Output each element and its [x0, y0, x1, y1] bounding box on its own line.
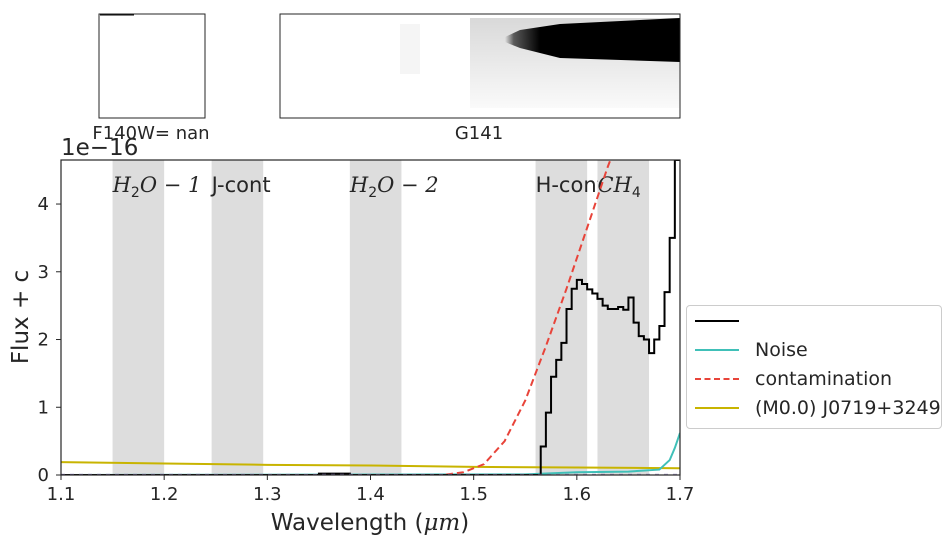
x-tick-label: 1.7	[666, 484, 695, 505]
x-tick-label: 1.6	[563, 484, 592, 505]
y-offset-text: 1e−16	[61, 135, 138, 161]
series-line	[61, 461, 680, 470]
x-axis-label-close: )	[460, 510, 469, 536]
x-axis-label: Wavelength (μm)	[271, 510, 469, 536]
feature-band-label: H2O − 2	[349, 173, 439, 201]
x-axis-ticks: 1.1 1.2 1.3 1.4 1.5 1.6 1.7	[47, 475, 695, 505]
series-line	[61, 160, 612, 475]
feature-band	[349, 160, 402, 475]
direct-image-frame	[98, 13, 206, 119]
grism-spectrum-trace	[505, 18, 680, 62]
y-tick-label: 4	[38, 194, 49, 215]
series-line	[61, 160, 680, 475]
x-axis-label-text: Wavelength (	[271, 510, 424, 536]
x-tick-label: 1.3	[253, 484, 282, 505]
grism-image-frame	[279, 13, 681, 119]
grism-image-label: G141	[455, 123, 503, 144]
legend-label: contamination	[755, 368, 893, 390]
x-tick-label: 1.4	[356, 484, 385, 505]
grism-faint-blob	[400, 24, 420, 74]
series-line	[61, 432, 680, 475]
legend-entry: contamination	[695, 368, 892, 390]
feature-band	[112, 160, 165, 475]
x-tick-label: 1.1	[47, 484, 76, 505]
thumbnail-direct: F140W= nan	[92, 13, 210, 144]
legend-label: Noise	[755, 339, 808, 361]
legend-swatch	[695, 349, 739, 351]
feature-band	[597, 160, 650, 475]
direct-image-label: F140W= nan	[92, 123, 209, 144]
feature-band-label: H-cont	[536, 173, 605, 197]
x-axis-label-unit: μm	[423, 510, 460, 536]
legend-entry	[695, 310, 755, 332]
series-lines	[61, 160, 680, 475]
feature-band-label: H2O − 1	[112, 173, 202, 201]
x-tick-label: 1.2	[150, 484, 179, 505]
y-axis-label: Flux + c	[8, 270, 34, 364]
y-axis-ticks: 0 1 2 3 4	[38, 194, 61, 486]
y-tick-label: 2	[38, 330, 49, 351]
legend-entry: Noise	[695, 339, 808, 361]
y-tick-label: 0	[38, 465, 49, 486]
thumbnail-grism: G141	[279, 13, 681, 144]
legend: Noise contamination (M0.0) J0719+3249	[686, 305, 942, 429]
x-tick-label: 1.5	[459, 484, 488, 505]
legend-swatch	[695, 378, 739, 380]
feature-band	[211, 160, 264, 475]
legend-entry: (M0.0) J0719+3249	[695, 397, 941, 419]
y-tick-label: 1	[38, 397, 49, 418]
feature-band-label: J-cont	[210, 173, 271, 197]
y-tick-label: 3	[38, 262, 49, 283]
legend-label: (M0.0) J0719+3249	[755, 397, 941, 419]
legend-swatch	[695, 407, 739, 409]
feature-band	[535, 160, 588, 475]
legend-swatch	[695, 320, 739, 322]
